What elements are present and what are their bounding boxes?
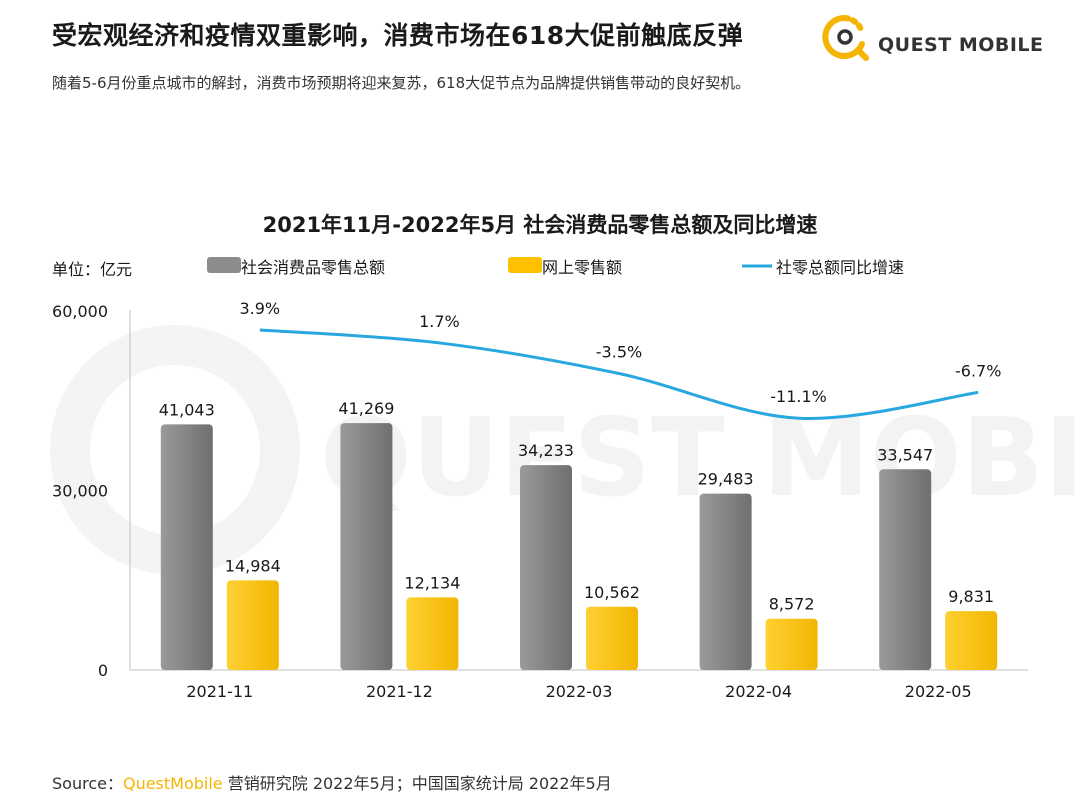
x-tick-label: 2022-04 xyxy=(725,682,792,701)
source-rest: 营销研究院 2022年5月；中国国家统计局 2022年5月 xyxy=(222,774,612,793)
unit-label: 单位：亿元 xyxy=(52,260,132,279)
questmobile-logo: QUEST MOBILE xyxy=(818,12,1043,62)
line-label-2021-11: 3.9% xyxy=(239,299,280,318)
bar-1-2022-05 xyxy=(945,611,998,670)
legend-label-2: 社零总额同比增速 xyxy=(776,258,904,277)
line-label-2021-12: 1.7% xyxy=(419,312,460,331)
bar-1-2021-11 xyxy=(226,580,279,670)
bar-0-2022-04 xyxy=(699,493,752,670)
bar-label-0-2022-04: 29,483 xyxy=(698,470,754,489)
page-subtitle: 随着5-6月份重点城市的解封，消费市场预期将迎来复苏，618大促节点为品牌提供销… xyxy=(52,74,751,92)
x-tick-label: 2022-03 xyxy=(546,682,613,701)
source-prefix: Source： xyxy=(52,774,123,793)
y-tick-label: 30,000 xyxy=(52,482,108,501)
bar-0-2022-03 xyxy=(520,465,572,670)
bar-label-0-2021-11: 41,043 xyxy=(159,400,215,419)
bar-0-2022-05 xyxy=(879,469,932,670)
legend-label-0: 社会消费品零售总额 xyxy=(241,258,385,277)
bar-label-0-2022-03: 34,233 xyxy=(518,441,574,460)
x-tick-label: 2022-05 xyxy=(905,682,972,701)
bar-0-2021-12 xyxy=(340,423,393,670)
bar-1-2022-04 xyxy=(765,618,818,670)
bar-label-1-2022-04: 8,572 xyxy=(769,595,815,614)
legend-swatch-0 xyxy=(207,257,241,273)
logo-text: QUEST MOBILE xyxy=(878,34,1044,56)
legend-label-1: 网上零售额 xyxy=(542,258,622,277)
x-tick-label: 2021-11 xyxy=(186,682,253,701)
bar-label-0-2022-05: 33,547 xyxy=(877,445,933,464)
y-tick-label: 60,000 xyxy=(52,302,108,321)
bar-0-2021-11 xyxy=(160,424,213,670)
bar-1-2022-03 xyxy=(586,606,638,670)
growth-rate-line xyxy=(259,328,979,420)
questmobile-logo-icon xyxy=(822,14,869,61)
x-tick-label: 2021-12 xyxy=(366,682,433,701)
legend-swatch-1 xyxy=(508,257,542,273)
bar-label-1-2022-05: 9,831 xyxy=(948,587,994,606)
bar-label-1-2021-12: 12,134 xyxy=(404,573,460,592)
source-note: Source：QuestMobile 营销研究院 2022年5月；中国国家统计局… xyxy=(52,770,612,794)
bar-label-0-2021-12: 41,269 xyxy=(338,399,394,418)
chart-title: 2021年11月-2022年5月 社会消费品零售总额及同比增速 xyxy=(263,213,818,237)
line-label-2022-05: -6.7% xyxy=(955,361,1001,380)
source-brand: QuestMobile xyxy=(122,774,223,793)
page-title: 受宏观经济和疫情双重影响，消费市场在618大促前触底反弹 xyxy=(52,21,744,50)
line-label-2022-03: -3.5% xyxy=(596,343,642,362)
line-label-2022-04: -11.1% xyxy=(770,387,827,406)
bar-label-1-2022-03: 10,562 xyxy=(584,583,640,602)
y-tick-label: 0 xyxy=(98,661,108,680)
bar-label-1-2021-11: 14,984 xyxy=(225,556,281,575)
bar-1-2021-12 xyxy=(406,597,459,670)
